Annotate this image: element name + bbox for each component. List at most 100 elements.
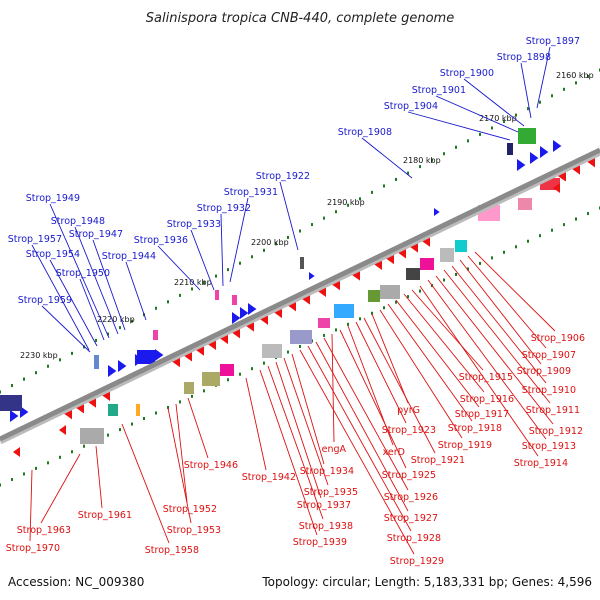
tick-dot xyxy=(251,367,253,371)
leader-line xyxy=(379,309,463,439)
tick-dot xyxy=(419,165,421,169)
leader-line xyxy=(40,453,81,524)
backbone-line xyxy=(0,147,600,442)
tick-dot xyxy=(383,306,385,310)
gene-block xyxy=(262,344,282,358)
gene-label: Strop_1950 xyxy=(56,268,110,279)
tick-dot xyxy=(587,74,589,78)
tick-dot xyxy=(83,444,85,448)
tick-dot xyxy=(47,461,49,465)
leader-line xyxy=(229,197,249,283)
tick-dot xyxy=(167,300,169,304)
gene-block xyxy=(290,330,312,344)
gene-block xyxy=(232,295,237,305)
tick-dot xyxy=(275,242,277,246)
gene-block xyxy=(368,290,380,302)
tick-dot xyxy=(551,94,553,98)
tick-label: 2190 kbp xyxy=(327,198,365,207)
gene-label: xerD xyxy=(383,447,405,458)
reverse-gene-arrow xyxy=(59,425,66,435)
tick-dot xyxy=(575,217,577,221)
gene-block xyxy=(440,248,454,262)
leader-line xyxy=(92,239,126,331)
gene-label: Strop_1918 xyxy=(448,423,502,434)
leader-line xyxy=(283,357,329,486)
tick-dot xyxy=(335,210,337,214)
gene-label: Strop_1970 xyxy=(6,543,60,554)
tick-dot xyxy=(431,158,433,162)
leader-line xyxy=(463,78,525,127)
leader-line xyxy=(371,313,409,404)
tick-dot xyxy=(239,261,241,265)
tick-dot xyxy=(23,472,25,476)
tick-label: 2200 kbp xyxy=(251,238,289,247)
gene-label: Strop_1934 xyxy=(300,466,354,477)
gene-label: Strop_1939 xyxy=(293,537,347,548)
leader-line xyxy=(435,95,519,133)
gene-label: Strop_1898 xyxy=(497,52,551,63)
tick-dot xyxy=(359,317,361,321)
leader-line xyxy=(467,255,547,349)
gene-block xyxy=(153,330,158,340)
tick-dot xyxy=(503,120,505,124)
gene-label: Strop_1958 xyxy=(145,545,199,556)
gene-block xyxy=(420,258,434,270)
reverse-gene-arrow xyxy=(13,447,20,457)
tick-label: 2180 kbp xyxy=(403,156,441,165)
gene-label: Strop_1908 xyxy=(338,127,392,138)
leader-line xyxy=(443,269,551,404)
tick-dot xyxy=(323,216,325,220)
tick-dot xyxy=(71,351,73,355)
leader-line xyxy=(395,299,480,408)
tick-dot xyxy=(539,100,541,104)
reverse-gene-arrow xyxy=(553,183,560,193)
gene-label: pyrG xyxy=(397,405,420,416)
leader-line xyxy=(387,303,473,422)
gene-block xyxy=(215,290,219,300)
gene-block xyxy=(0,395,22,411)
tick-dot xyxy=(395,300,397,304)
gene-label: Strop_1944 xyxy=(102,251,156,262)
tick-dot xyxy=(131,422,133,426)
accession-text: Accession: NC_009380 xyxy=(8,575,144,589)
gene-label: Strop_1933 xyxy=(167,219,221,230)
forward-gene-arrow xyxy=(118,360,127,372)
gene-label: Strop_1942 xyxy=(242,472,296,483)
tick-dot xyxy=(191,287,193,291)
tick-dot xyxy=(71,450,73,454)
tick-dot xyxy=(347,203,349,207)
leader-line xyxy=(451,265,547,384)
tick-dot xyxy=(119,428,121,432)
forward-gene-arrow xyxy=(10,410,19,422)
tick-dot xyxy=(35,466,37,470)
tick-dot xyxy=(0,390,1,394)
tick-dot-track xyxy=(0,68,600,487)
tick-dot xyxy=(0,483,1,487)
gene-label: Strop_1931 xyxy=(224,187,278,198)
tick-dot xyxy=(203,389,205,393)
gene-block xyxy=(136,404,140,416)
leader-line xyxy=(175,403,188,503)
leader-line xyxy=(74,226,119,335)
forward-gene-arrow xyxy=(108,365,117,377)
tick-dot xyxy=(299,229,301,233)
gene-label: Strop_1906 xyxy=(531,333,585,344)
tick-dot xyxy=(239,372,241,376)
leader-line xyxy=(29,469,33,542)
gene-label: Strop_1916 xyxy=(460,394,514,405)
tick-dot xyxy=(179,400,181,404)
gene-block xyxy=(380,285,400,299)
tick-dot xyxy=(35,371,37,375)
leader-line xyxy=(187,397,209,459)
tick-dot xyxy=(227,378,229,382)
gene-block xyxy=(518,198,532,210)
tick-dot xyxy=(167,405,169,409)
leader-line xyxy=(157,245,201,291)
tick-dot xyxy=(515,245,517,249)
tick-dot xyxy=(59,358,61,362)
tick-dot xyxy=(563,87,565,91)
tick-dot xyxy=(359,197,361,201)
gene-label: Strop_1915 xyxy=(459,372,513,383)
tick-dot xyxy=(143,417,145,421)
tick-dot xyxy=(263,248,265,252)
